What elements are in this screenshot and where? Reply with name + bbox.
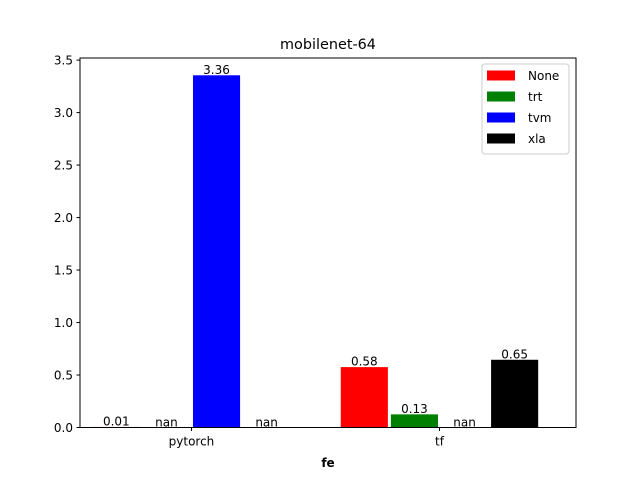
bar-value-label: 0.65 <box>501 347 528 361</box>
x-axis-label: fe <box>321 456 334 470</box>
x-tick-label: pytorch <box>169 435 215 449</box>
legend-swatch-xla <box>487 133 515 144</box>
y-tick-label: 1.5 <box>54 263 73 277</box>
bars-group <box>91 74 540 429</box>
bar-value-label: 3.36 <box>203 63 230 77</box>
bar-value-label: nan <box>453 416 476 430</box>
plot-frame <box>79 57 577 428</box>
bar-value-label: 0.13 <box>401 402 428 416</box>
y-tick-label: 3.5 <box>54 53 73 67</box>
y-tick-label: 3.0 <box>54 106 73 120</box>
legend-swatch-trt <box>487 91 515 102</box>
legend-label-tvm: tvm <box>528 111 552 125</box>
y-tick-label: 2.5 <box>54 158 73 172</box>
legend-label-trt: trt <box>528 90 543 104</box>
legend-swatch-tvm <box>487 112 515 123</box>
x-axis: pytorch tf <box>169 427 445 449</box>
bar-value-label: nan <box>255 416 278 430</box>
bar-xla-tf <box>490 358 540 428</box>
y-tick-label: 0.0 <box>54 421 73 435</box>
bar-trt-tf <box>389 413 439 429</box>
legend-box <box>481 63 570 155</box>
bar-value-label: nan <box>155 416 178 430</box>
y-tick-label: 2.0 <box>54 211 73 225</box>
legend-label-xla: xla <box>528 132 546 146</box>
y-tick-label: 0.5 <box>54 368 73 382</box>
legend-swatch-none <box>487 70 515 81</box>
bar-tvm-pytorch <box>191 74 242 429</box>
legend-label-none: None <box>528 69 559 83</box>
bar-none-tf <box>339 366 389 429</box>
bar-value-label: 0.58 <box>351 355 378 369</box>
y-tick-label: 1.0 <box>54 316 73 330</box>
chart-title: mobilenet-64 <box>280 37 376 53</box>
x-tick-label: tf <box>435 435 445 449</box>
legend: None trt tvm xla <box>481 63 570 155</box>
bar-labels-group: 0.01 nan 3.36 nan 0.58 0.13 nan 0.65 <box>103 63 528 430</box>
y-axis: 0.0 0.5 1.0 1.5 2.0 2.5 3.0 3.5 <box>54 53 80 435</box>
bar-value-label: 0.01 <box>103 414 130 428</box>
